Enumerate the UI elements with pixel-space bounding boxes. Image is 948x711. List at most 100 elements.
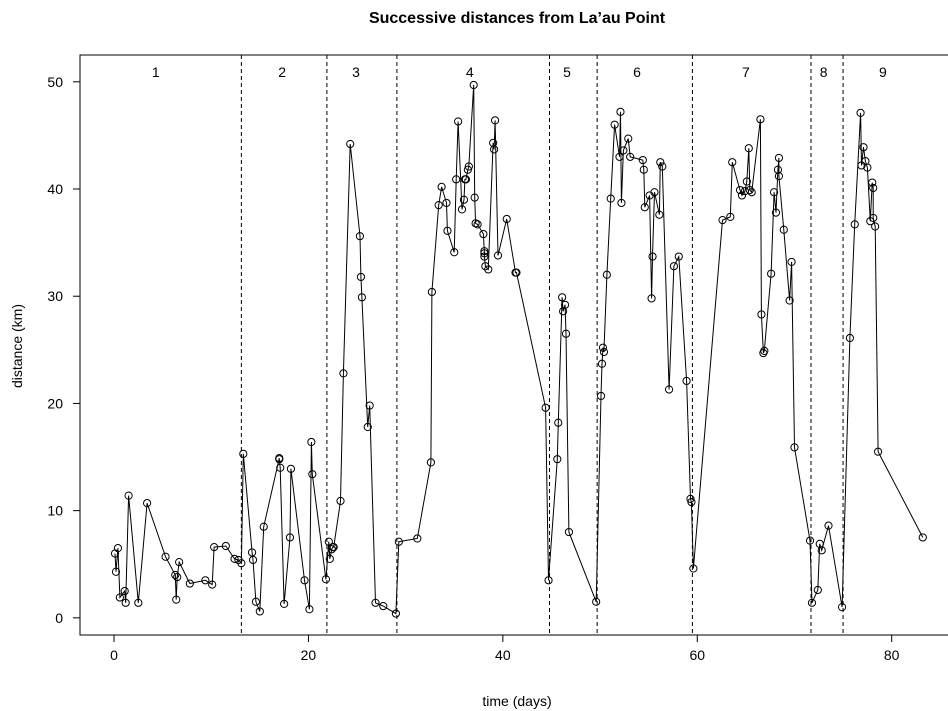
data-point bbox=[434, 200, 443, 210]
data-point bbox=[868, 178, 877, 187]
data-point bbox=[173, 573, 182, 582]
data-point bbox=[502, 214, 511, 224]
data-point bbox=[286, 464, 296, 473]
data-point bbox=[558, 293, 567, 302]
data-point bbox=[805, 536, 815, 545]
y-tick-label: 20 bbox=[47, 395, 63, 411]
data-point bbox=[745, 185, 754, 195]
data-point bbox=[512, 268, 521, 277]
data-point bbox=[355, 232, 365, 241]
data-point bbox=[624, 134, 633, 143]
data-point bbox=[308, 470, 317, 479]
segment-labels: 1 2 3 4 5 6 7 8 9 bbox=[152, 64, 887, 80]
data-point bbox=[210, 542, 219, 552]
data-point bbox=[442, 198, 451, 208]
y-tick-label: 50 bbox=[47, 74, 63, 90]
data-point bbox=[873, 447, 883, 456]
data-point bbox=[592, 597, 601, 606]
data-point bbox=[669, 262, 679, 271]
data-point bbox=[394, 537, 403, 546]
data-point bbox=[544, 576, 553, 585]
data-point bbox=[489, 138, 498, 148]
data-point bbox=[280, 599, 289, 609]
data-point bbox=[379, 601, 388, 611]
data-point bbox=[596, 391, 606, 401]
data-point bbox=[737, 191, 747, 200]
data-point bbox=[687, 497, 696, 507]
data-point bbox=[208, 580, 217, 589]
data-point bbox=[464, 162, 473, 171]
data-point bbox=[863, 163, 872, 172]
data-point bbox=[248, 555, 258, 565]
y-tick-label: 30 bbox=[47, 288, 63, 304]
data-point bbox=[773, 165, 783, 174]
data-point bbox=[336, 496, 345, 506]
data-point bbox=[616, 107, 625, 116]
data-point bbox=[480, 249, 489, 258]
data-point bbox=[785, 296, 794, 305]
data-point bbox=[172, 595, 181, 604]
segment-dividers bbox=[240, 55, 844, 635]
data-point bbox=[615, 152, 624, 161]
data-point bbox=[305, 605, 314, 614]
data-point bbox=[124, 491, 133, 500]
segment-label: 5 bbox=[563, 64, 571, 80]
data-point bbox=[658, 162, 667, 171]
segment-label: 7 bbox=[742, 64, 750, 80]
data-point bbox=[560, 300, 570, 309]
x-axis-label: time (days) bbox=[482, 693, 551, 709]
data-point bbox=[617, 198, 626, 208]
data-point bbox=[356, 272, 366, 282]
data-point bbox=[484, 265, 493, 274]
x-tick-label: 20 bbox=[301, 647, 317, 663]
data-point bbox=[450, 248, 459, 257]
data-point bbox=[610, 120, 619, 129]
data-point bbox=[626, 152, 635, 161]
segment-label: 3 bbox=[352, 64, 360, 80]
data-point bbox=[728, 158, 737, 167]
data-point bbox=[771, 208, 781, 217]
segment-label: 1 bbox=[152, 64, 160, 80]
data-point bbox=[115, 593, 124, 602]
data-point bbox=[650, 188, 659, 197]
data-point bbox=[787, 257, 796, 267]
data-point bbox=[426, 458, 436, 467]
axis-ticks: 0 20 40 60 80 0 10 20 30 40 50 bbox=[47, 74, 899, 663]
x-tick-label: 60 bbox=[689, 647, 705, 663]
data-point bbox=[201, 576, 210, 585]
data-point bbox=[463, 165, 472, 174]
data-point bbox=[918, 533, 927, 542]
data-point bbox=[185, 579, 194, 588]
data-point bbox=[111, 567, 121, 576]
data-point bbox=[564, 527, 574, 537]
data-point bbox=[259, 522, 268, 531]
data-point bbox=[470, 193, 479, 202]
data-point bbox=[638, 155, 647, 165]
data-point bbox=[845, 333, 854, 343]
data-point bbox=[619, 146, 628, 155]
data-point bbox=[769, 188, 779, 197]
data-point bbox=[490, 116, 500, 125]
data-point bbox=[171, 570, 180, 580]
data-point bbox=[255, 607, 264, 616]
data-point bbox=[838, 603, 847, 612]
data-point bbox=[767, 269, 776, 278]
data-point bbox=[726, 212, 735, 221]
data-point bbox=[113, 544, 123, 553]
data-point bbox=[457, 205, 467, 214]
data-point bbox=[413, 534, 422, 543]
data-point bbox=[275, 455, 284, 464]
data-point bbox=[134, 598, 143, 607]
data-point bbox=[443, 226, 452, 235]
data-point bbox=[363, 422, 372, 432]
data-point bbox=[869, 183, 878, 193]
segment-label: 6 bbox=[633, 64, 641, 80]
data-point bbox=[471, 219, 480, 228]
data-point bbox=[452, 175, 461, 184]
y-axis-label: distance (km) bbox=[9, 304, 25, 388]
data-point bbox=[850, 220, 859, 229]
distance-series-line bbox=[114, 84, 924, 615]
data-point bbox=[427, 287, 436, 297]
data-point bbox=[655, 210, 664, 219]
